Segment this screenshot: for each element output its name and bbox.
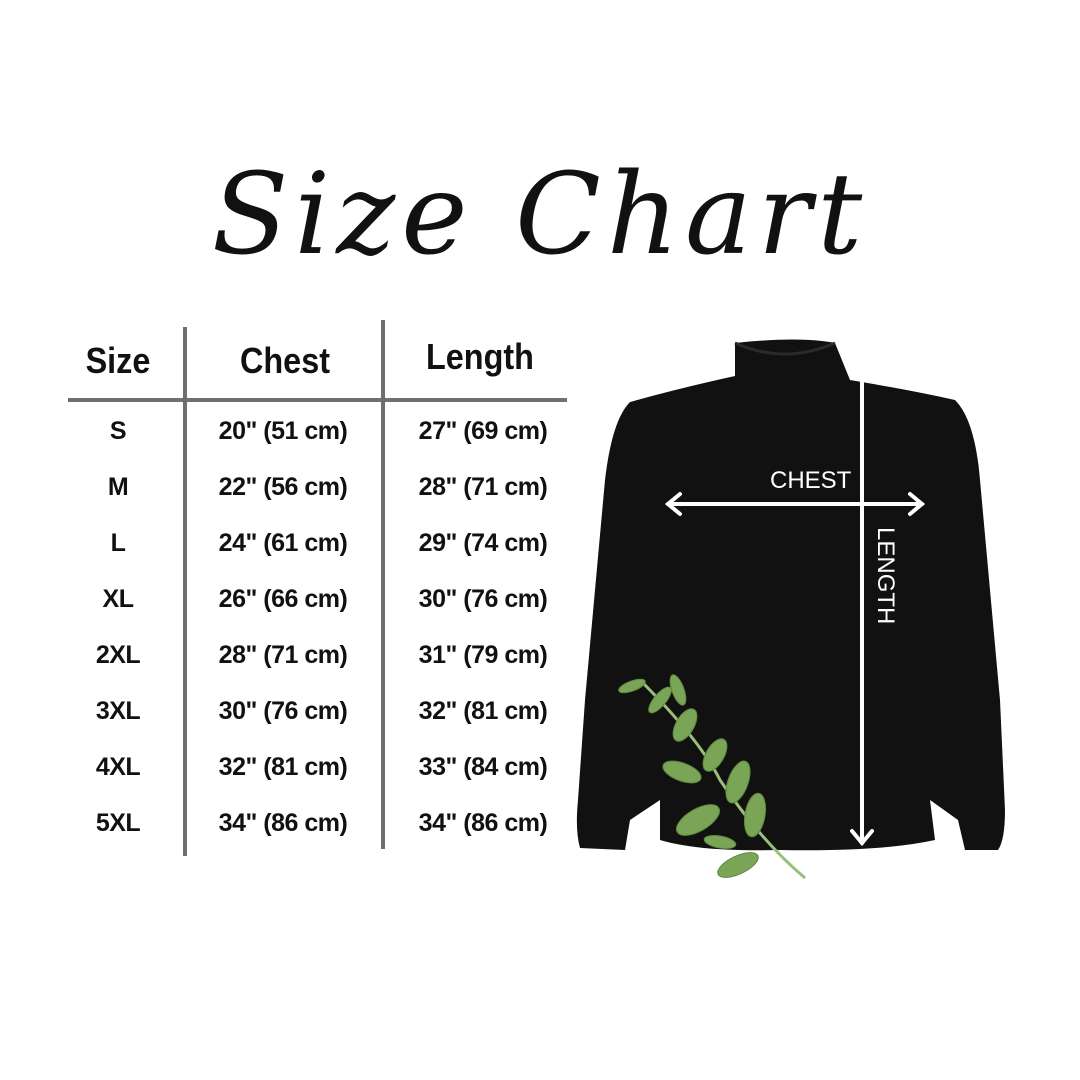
chest-arrow	[664, 492, 926, 516]
cell-size: L	[110, 529, 126, 557]
cell-length: 31" (79 cm)	[418, 641, 548, 669]
header-chest: Chest	[239, 340, 331, 381]
cell-size: 3XL	[95, 697, 141, 725]
cell-chest: 32" (81 cm)	[218, 753, 348, 781]
cell-length: 27" (69 cm)	[418, 417, 548, 445]
header-divider	[68, 398, 567, 402]
cell-chest: 22" (56 cm)	[218, 473, 348, 501]
cell-length: 34" (86 cm)	[418, 809, 548, 837]
cell-size: 5XL	[95, 809, 141, 837]
cell-length: 28" (71 cm)	[418, 473, 548, 501]
cell-length: 33" (84 cm)	[418, 753, 548, 781]
cell-size: S	[109, 417, 127, 445]
cell-chest: 34" (86 cm)	[218, 809, 348, 837]
cell-length: 29" (74 cm)	[418, 529, 548, 557]
sweatshirt-image	[576, 339, 1005, 851]
chest-label: CHEST	[770, 467, 852, 494]
column-divider	[381, 320, 385, 849]
cell-chest: 24" (61 cm)	[218, 529, 348, 557]
column-divider	[183, 327, 187, 856]
cell-chest: 20" (51 cm)	[218, 417, 348, 445]
cell-length: 30" (76 cm)	[418, 585, 548, 613]
length-label: LENGTH	[872, 527, 899, 625]
cell-chest: 28" (71 cm)	[218, 641, 348, 669]
leaf-decoration	[618, 674, 806, 880]
page-title: Size Chart	[211, 150, 869, 280]
cell-size: 2XL	[95, 641, 141, 669]
header-size: Size	[85, 340, 151, 381]
length-arrow	[850, 358, 874, 847]
cell-size: XL	[102, 585, 134, 613]
header-length: Length	[426, 336, 534, 377]
cell-length: 32" (81 cm)	[418, 697, 548, 725]
cell-chest: 30" (76 cm)	[218, 697, 348, 725]
cell-size: M	[107, 473, 129, 501]
cell-size: 4XL	[95, 753, 141, 781]
cell-chest: 26" (66 cm)	[218, 585, 348, 613]
